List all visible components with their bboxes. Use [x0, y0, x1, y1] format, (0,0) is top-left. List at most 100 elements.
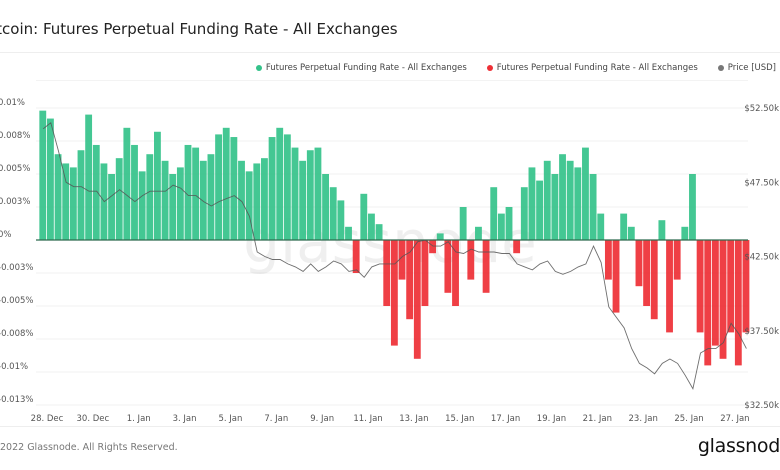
bar-positive: [520, 187, 528, 240]
bar-negative: [383, 240, 391, 306]
x-tick-label: 9. Jan: [310, 414, 334, 424]
bar-positive: [169, 174, 177, 240]
bar-negative: [711, 240, 719, 346]
x-tick-label: 15. Jan: [445, 414, 474, 424]
bar-positive: [314, 147, 322, 240]
x-tick-label: 5. Jan: [218, 414, 242, 424]
legend-item-positive-funding[interactable]: Futures Perpetual Funding Rate - All Exc…: [255, 63, 467, 73]
legend-dot-icon: [486, 65, 493, 71]
bar-positive: [360, 193, 368, 240]
y-left-tick-label: 0.008%: [0, 131, 30, 141]
copyright: 2022 Glassnode. All Rights Reserved.: [0, 442, 178, 453]
bar-positive: [505, 207, 513, 240]
bar-positive: [559, 154, 566, 240]
bar-positive: [291, 147, 299, 240]
bar-negative: [390, 240, 398, 346]
divider: [0, 426, 780, 427]
bar-negative: [467, 240, 475, 280]
bar-positive: [368, 213, 375, 240]
bar-positive: [658, 220, 666, 240]
bar-positive: [54, 154, 62, 240]
bar-negative: [696, 240, 704, 333]
bar-positive: [306, 150, 314, 240]
x-tick-label: 21. Jan: [583, 414, 612, 424]
legend-label: Futures Perpetual Funding Rate - All Exc…: [496, 63, 698, 73]
divider: [36, 80, 748, 81]
bar-positive: [689, 174, 696, 240]
bar-positive: [490, 187, 498, 240]
chart-title: itcoin: Futures Perpetual Funding Rate -…: [0, 20, 398, 38]
bar-negative: [643, 240, 651, 306]
x-tick-label: 13. Jan: [399, 414, 428, 424]
legend-item-price[interactable]: Price [USD]: [717, 63, 776, 73]
bar-positive: [337, 200, 345, 240]
bar-positive: [597, 213, 605, 240]
bar-positive: [620, 213, 628, 240]
bar-positive: [566, 160, 574, 240]
glassnode-logo[interactable]: glassnod: [697, 435, 780, 457]
bar-positive: [681, 226, 689, 240]
bar-positive: [77, 150, 85, 240]
bar-negative: [704, 240, 712, 366]
y-right-tick-label: $42.50k: [744, 253, 779, 263]
bar-positive: [230, 137, 238, 240]
bar-positive: [85, 114, 93, 240]
bar-positive: [589, 174, 597, 240]
bar-negative: [482, 240, 490, 293]
bar-negative: [406, 240, 414, 320]
bar-positive: [551, 174, 559, 240]
bar-positive: [222, 127, 230, 240]
x-tick-label: 27. Jan: [720, 414, 749, 424]
y-left-tick-label: 0.003%: [0, 197, 30, 207]
bar-positive: [276, 127, 284, 240]
y-left-tick-label: 0%: [0, 230, 12, 240]
bar-positive: [475, 226, 482, 240]
x-tick-label: 11. Jan: [353, 414, 382, 424]
bar-positive: [574, 167, 582, 240]
bar-positive: [238, 160, 245, 240]
bar-positive: [92, 144, 100, 240]
bar-negative: [513, 240, 521, 254]
y-left-tick-label: -0.008%: [0, 329, 33, 339]
x-tick-label: 7. Jan: [264, 414, 288, 424]
bar-positive: [184, 144, 192, 240]
price-line: [42, 122, 747, 390]
y-left-tick-label: -0.01%: [0, 362, 28, 372]
y-right-tick-label: $37.50k: [744, 327, 779, 337]
bar-positive: [543, 160, 551, 240]
bar-negative: [604, 240, 612, 280]
bar-positive: [138, 171, 146, 240]
bar-positive: [131, 144, 138, 240]
bar-positive: [115, 158, 123, 240]
bar-positive: [268, 137, 276, 240]
bar-positive: [47, 118, 54, 240]
bar-positive: [199, 160, 207, 240]
bar-positive: [627, 226, 635, 240]
bar-negative: [673, 240, 681, 280]
bar-negative: [444, 240, 452, 293]
bar-negative: [452, 240, 459, 306]
legend-label: Price [USD]: [727, 63, 776, 73]
bar-positive: [459, 207, 467, 240]
x-tick-label: 17. Jan: [491, 414, 520, 424]
bar-negative: [650, 240, 658, 320]
bar-positive: [146, 154, 154, 240]
bar-positive: [375, 224, 383, 240]
bar-negative: [742, 240, 750, 333]
bar-positive: [192, 147, 200, 240]
bar-positive: [207, 154, 215, 240]
bar-positive: [299, 160, 307, 240]
y-right-tick-label: $47.50k: [744, 178, 779, 188]
x-tick-label: 3. Jan: [173, 414, 197, 424]
legend-dot-icon: [717, 65, 724, 71]
bar-negative: [612, 240, 620, 313]
legend-dot-icon: [255, 65, 262, 71]
bar-positive: [154, 131, 161, 240]
y-left-tick-label: 0.01%: [0, 98, 25, 108]
bar-positive: [123, 127, 131, 240]
bar-positive: [497, 213, 505, 240]
bar-negative: [666, 240, 673, 333]
bar-negative: [429, 240, 437, 254]
legend-item-negative-funding[interactable]: Futures Perpetual Funding Rate - All Exc…: [486, 63, 698, 73]
